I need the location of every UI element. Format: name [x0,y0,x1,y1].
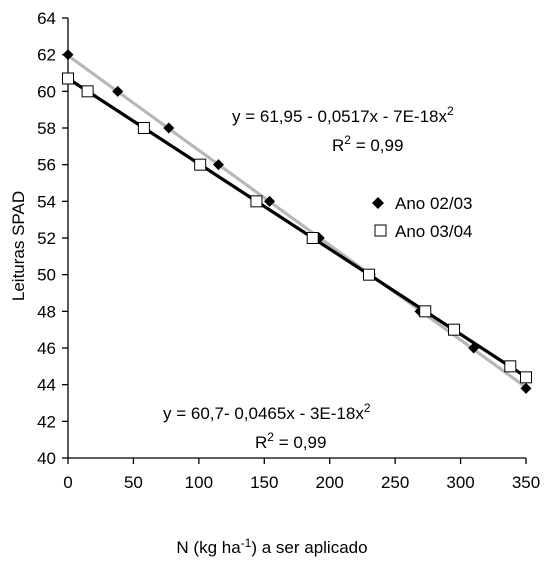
legend-marker-diamond [372,197,384,209]
point-ano-03-04 [306,232,319,244]
r2-exponent: 2 [267,430,274,444]
svg-text:y = 60,7- 0,0465x - 3E-18x2: y = 60,7- 0,0465x - 3E-18x2 [163,401,371,423]
markers [62,49,532,394]
x-ticks: 0 50 100 150 200 250 300 350 [63,458,540,492]
equation-exponent: 2 [364,401,371,415]
x-tick-label: 300 [446,473,474,492]
x-axis-title-exponent: -1 [241,536,252,550]
equation-text: y = 61,95 - 0,0517x - 7E-18x [232,107,447,126]
x-axis-title: N (kg ha-1) a ser aplicado [176,536,367,557]
point-ano-03-04 [419,305,432,318]
legend-item-ano-02-03: Ano 02/03 [372,194,473,213]
x-axis-title-main: N (kg ha [176,538,241,557]
y-tick-label: 62 [37,46,56,65]
point-ano-03-04 [194,158,207,171]
r2-exponent: 2 [344,133,351,147]
y-tick-label: 54 [37,192,56,211]
y-tick-label: 64 [37,9,56,28]
point-ano-03-04 [448,323,461,336]
point-ano-03-04 [137,122,150,134]
y-tick-label: 48 [37,302,56,321]
point-ano-02-03 [520,382,532,394]
x-tick-label: 350 [512,473,540,492]
point-ano-02-03 [264,195,276,207]
legend-marker-square [374,224,387,237]
legend-item-ano-03-04: Ano 03/04 [374,222,473,241]
point-ano-03-04 [362,268,375,281]
r2-label: R [332,136,344,155]
equation-ano-02-03: y = 61,95 - 0,0517x - 7E-18x2 R2 = 0,99 [232,104,454,155]
x-tick-label: 250 [381,473,409,492]
x-tick-label: 200 [316,473,344,492]
svg-text:R2 = 0,99: R2 = 0,99 [332,133,403,155]
r2-value: = 0,99 [274,433,326,452]
y-tick-label: 44 [37,376,56,395]
r2-label: R [255,433,267,452]
y-tick-label: 50 [37,266,56,285]
point-ano-03-04 [62,72,74,85]
y-tick-label: 46 [37,339,56,358]
y-axis-title: Leituras SPAD [9,191,28,301]
point-ano-02-03 [112,85,124,97]
x-tick-label: 0 [63,473,72,492]
svg-text:y = 61,95 - 0,0517x - 7E-18x2: y = 61,95 - 0,0517x - 7E-18x2 [232,104,454,126]
legend: Ano 02/03 Ano 03/04 [372,194,473,241]
x-tick-label: 100 [185,473,213,492]
y-tick-label: 60 [37,82,56,101]
point-ano-02-03 [212,159,224,171]
y-tick-label: 56 [37,156,56,175]
y-tick-label: 40 [37,449,56,468]
point-ano-03-04 [520,371,532,384]
equation-ano-03-04: y = 60,7- 0,0465x - 3E-18x2 R2 = 0,99 [163,401,371,452]
y-tick-label: 58 [37,119,56,138]
equation-text: y = 60,7- 0,0465x - 3E-18x [163,404,364,423]
r2-value: = 0,99 [351,136,403,155]
point-ano-03-04 [250,195,263,208]
y-tick-label: 42 [37,412,56,431]
point-ano-02-03 [468,342,480,354]
svg-text:R2 = 0,99: R2 = 0,99 [255,430,326,452]
point-ano-03-04 [504,360,517,373]
y-tick-label: 52 [37,229,56,248]
y-ticks: 40 42 44 46 48 50 52 54 56 58 60 62 64 [37,9,68,468]
point-ano-02-03 [163,122,175,134]
point-ano-03-04 [81,85,94,98]
x-tick-label: 50 [124,473,143,492]
equation-exponent: 2 [447,104,454,118]
x-axis-title-rest: ) a ser aplicado [251,538,367,557]
x-tick-label: 150 [250,473,278,492]
legend-label: Ano 03/04 [395,222,473,241]
point-ano-02-03 [62,49,74,61]
legend-label: Ano 02/03 [395,194,473,213]
